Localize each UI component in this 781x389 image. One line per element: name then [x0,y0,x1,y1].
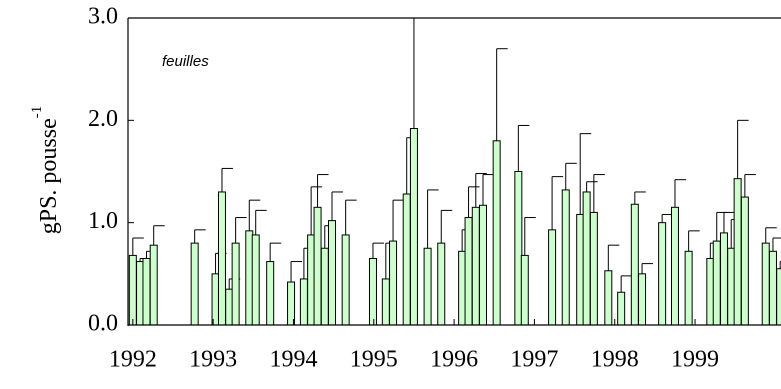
bar [409,128,418,326]
x-tick-label: 1995 [350,347,398,373]
bar [437,242,446,326]
bar [768,250,777,326]
bar [266,261,275,326]
bar [776,268,781,326]
bar [389,240,398,326]
bar [589,211,598,326]
bar [190,242,199,326]
bar [638,273,647,326]
y-tick-label: 2.0 [88,106,118,132]
bar [719,232,728,326]
bar [328,220,337,326]
bar [464,217,473,326]
y-tick-label: 1.0 [88,208,118,234]
bar [712,240,721,326]
bar [561,189,570,326]
bar [548,229,557,326]
bars [128,17,781,326]
bar [740,196,749,326]
y-axis-label-sup: -1 [29,106,45,119]
bar [492,140,501,326]
bar [630,203,639,326]
bar [313,206,322,326]
bar [368,257,377,326]
bar [231,242,240,326]
bar [381,278,390,326]
bar [604,270,613,326]
bar [582,191,591,326]
bar [658,222,667,326]
annotation: feuilles [162,53,209,70]
x-tick-label: 1996 [430,347,478,373]
bar [299,278,308,326]
bar [320,247,329,326]
x-tick-label: 1999 [671,347,719,373]
bar [479,204,488,326]
x-tick-label: 1992 [109,347,157,373]
bar [128,254,137,326]
x-tick-label: 1997 [510,347,558,373]
bar [402,193,411,326]
bar [670,206,679,326]
bar [761,242,770,326]
bar [217,191,226,326]
y-axis-label-text: gPS. pousse [36,118,62,234]
bar [149,244,158,326]
bar [471,206,480,326]
x-tick-label: 1993 [189,347,237,373]
bar [423,247,432,326]
bar [341,234,350,326]
x-tick-label: 1998 [591,347,639,373]
y-tick-label: 3.0 [88,4,118,30]
bar [251,234,260,326]
y-axis-label: gPS. pousse-1 [29,106,61,235]
bar [684,250,693,326]
bar [287,281,296,326]
bar [617,291,626,326]
bar [520,254,529,326]
x-tick-label: 1994 [269,347,317,373]
y-tick-label: 0.0 [88,311,118,337]
bar [733,178,742,326]
bar [142,257,151,326]
